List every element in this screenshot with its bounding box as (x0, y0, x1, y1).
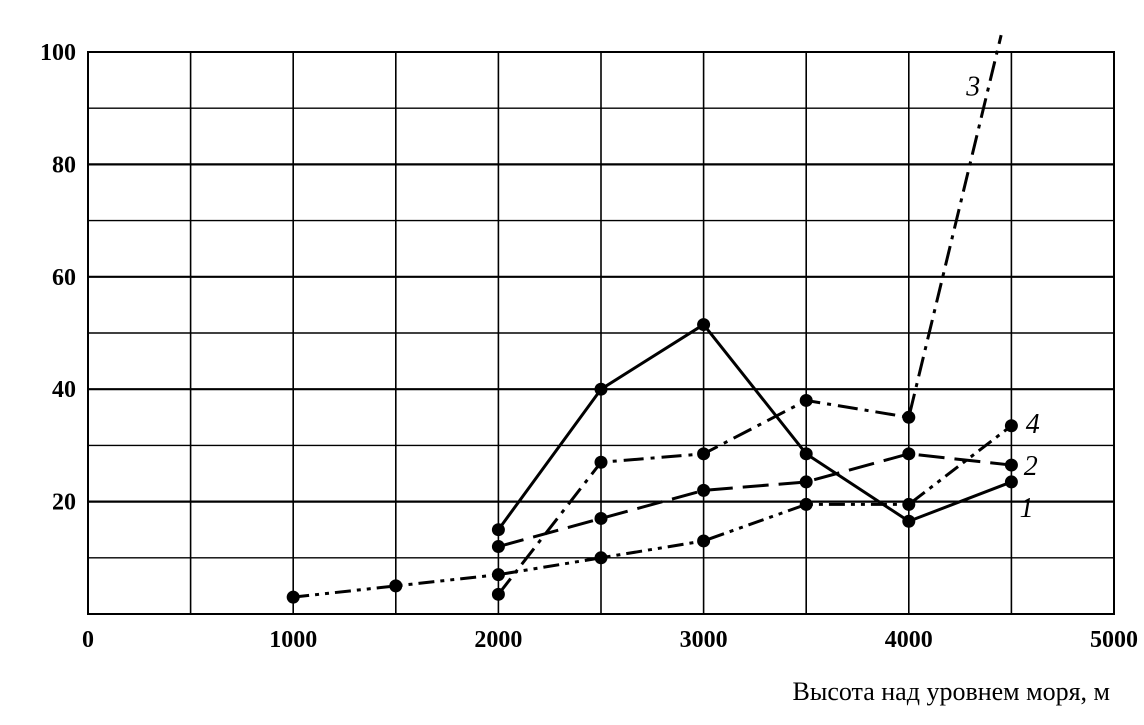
y-tick-label: 60 (52, 265, 76, 291)
data-point-series-4 (1004, 419, 1018, 433)
data-point-series-2 (697, 483, 711, 497)
data-point-series-1 (594, 382, 608, 396)
data-point-series-1 (697, 318, 711, 332)
grid (87, 51, 1115, 615)
y-tick-label: 20 (52, 490, 76, 516)
data-point-series-3 (594, 455, 608, 469)
data-point-series-4 (594, 551, 608, 565)
x-tick-label: 4000 (885, 627, 933, 653)
series-label-3: 3 (965, 72, 980, 103)
data-point-series-2 (594, 511, 608, 525)
data-point-series-4 (799, 497, 813, 511)
series-label-2: 2 (1024, 451, 1038, 482)
data-point-series-4 (286, 590, 300, 604)
series-lines (293, 34, 1013, 599)
series-label-4: 4 (1026, 409, 1040, 440)
series-line-3 (497, 34, 1003, 596)
x-tick-label: 5000 (1090, 627, 1138, 653)
data-point-series-1 (491, 523, 505, 537)
data-point-series-3 (491, 587, 505, 601)
data-point-series-4 (697, 534, 711, 548)
data-points (286, 318, 1018, 604)
series-line-1 (497, 323, 1012, 531)
data-point-series-1 (799, 447, 813, 461)
y-tick-label: 80 (52, 152, 76, 178)
tick-labels: 0 1000 2000 3000 4000 5000 20 40 60 80 100 (40, 40, 1138, 653)
data-point-series-3 (902, 410, 916, 424)
x-tick-label: 0 (82, 627, 94, 653)
data-point-series-1 (1004, 475, 1018, 489)
data-point-series-3 (697, 447, 711, 461)
data-point-series-2 (799, 475, 813, 489)
data-point-series-4 (491, 568, 505, 582)
data-point-series-2 (902, 447, 916, 461)
y-tick-label: 100 (40, 40, 76, 66)
series-labels: 1 2 3 4 (965, 72, 1040, 524)
data-point-series-2 (1004, 458, 1018, 472)
data-point-series-2 (491, 540, 505, 554)
series-line-2 (498, 452, 1012, 549)
series-label-1: 1 (1020, 493, 1034, 524)
y-tick-label: 40 (52, 377, 76, 403)
data-point-series-4 (389, 579, 403, 593)
data-point-series-4 (902, 497, 916, 511)
x-axis-label: Высота над уровнем моря, м (793, 677, 1110, 706)
x-tick-label: 1000 (269, 627, 317, 653)
x-tick-label: 2000 (474, 627, 522, 653)
data-point-series-1 (902, 514, 916, 528)
x-tick-label: 3000 (680, 627, 728, 653)
data-point-series-3 (799, 393, 813, 407)
